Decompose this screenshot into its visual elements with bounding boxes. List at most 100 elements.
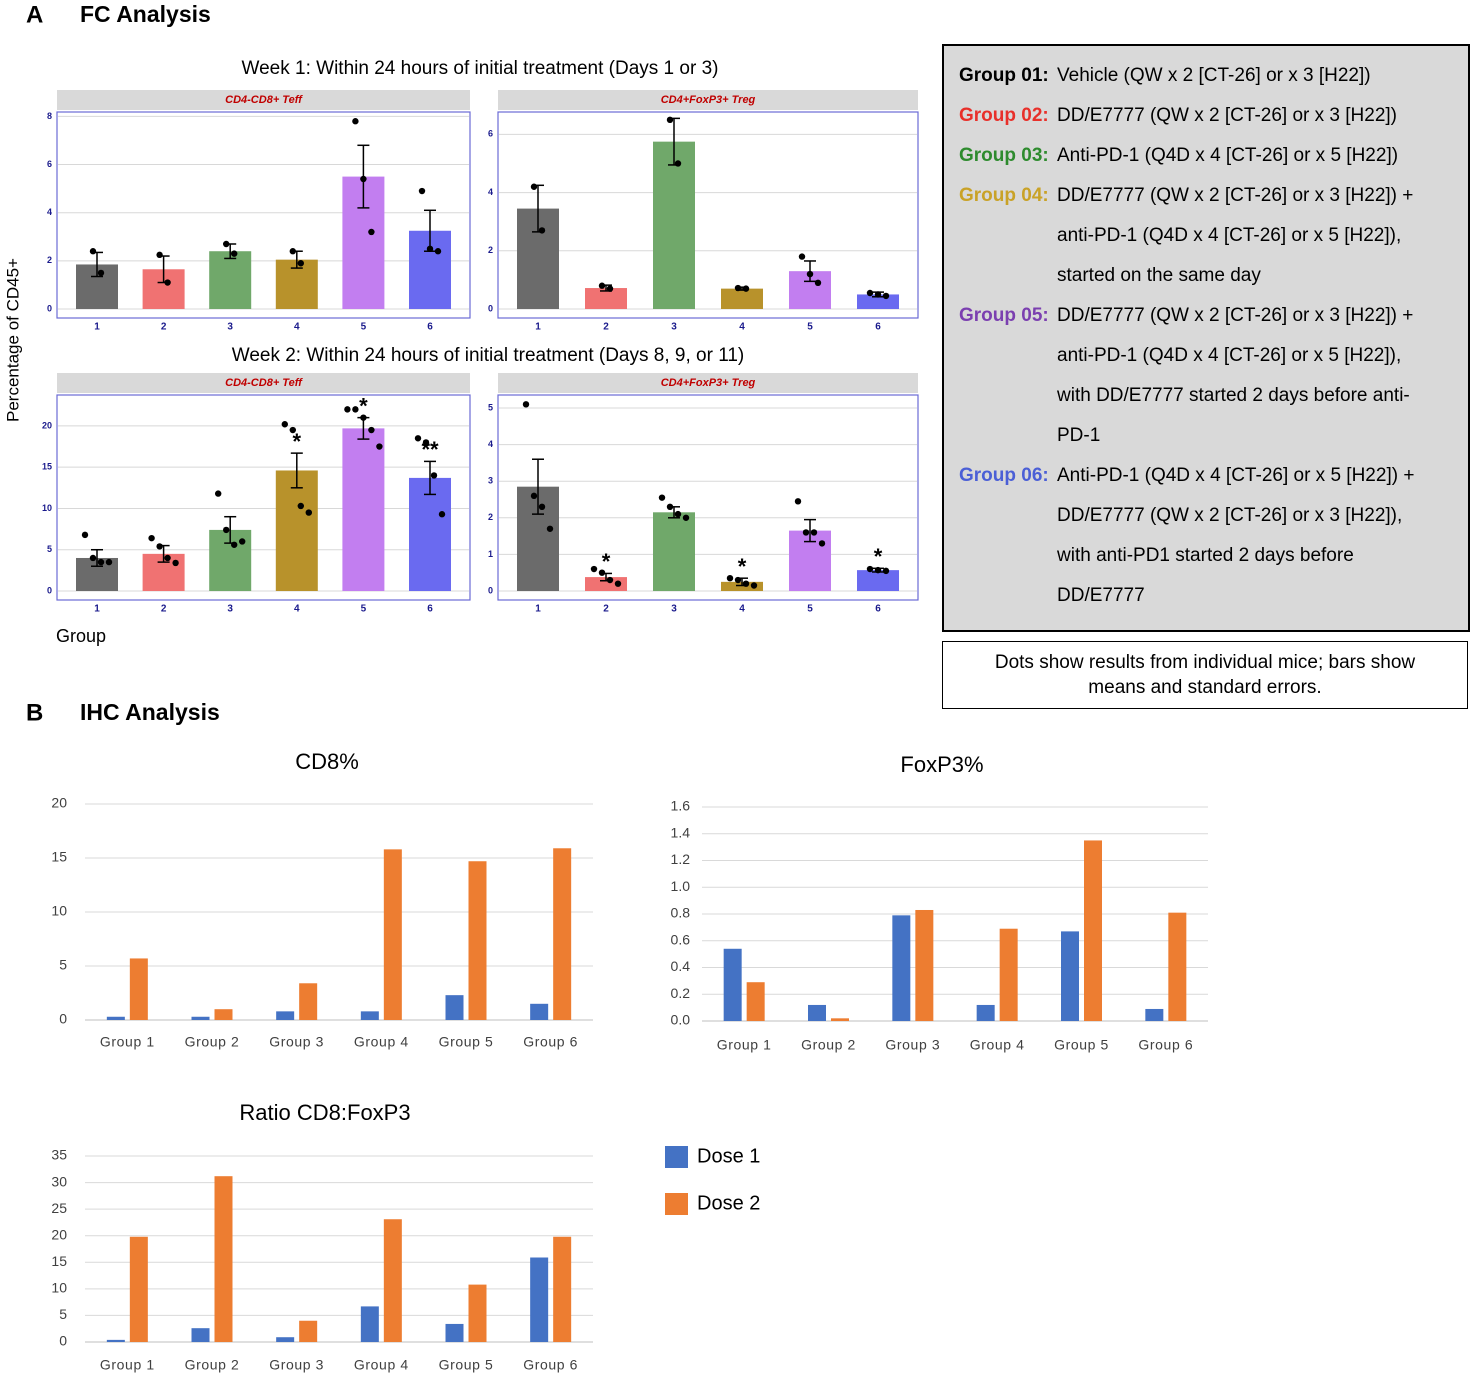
x-tick-label: 1 — [535, 604, 541, 615]
data-point — [606, 576, 614, 584]
group-description: Anti-PD-1 (Q4D x 4 [CT-26] or x 5 [H22])… — [1057, 465, 1415, 486]
panel-letter: B — [26, 699, 43, 726]
x-tick-label: Group 4 — [354, 1357, 409, 1373]
legend-line: Group 04: DD/E7777 (QW x 2 [CT-26] or x 3… — [944, 176, 1468, 216]
legend-swatch — [665, 1193, 688, 1215]
data-point — [289, 426, 296, 434]
data-point — [223, 526, 230, 534]
legend-line: DD/E7777 (QW x 2 [CT-26] or x 3 [H22]), — [944, 496, 1468, 536]
group-description: anti-PD-1 (Q4D x 4 [CT-26] or x 5 [H22])… — [1057, 225, 1402, 246]
strip-title: CD4+FoxP3+ Treg — [661, 377, 756, 389]
group-description: DD/E7777 (QW x 2 [CT-26] or x 3 [H22]), — [1057, 505, 1403, 526]
data-point — [438, 511, 446, 518]
x-tick-label: Group 3 — [885, 1037, 940, 1053]
bar — [209, 251, 252, 309]
data-point — [658, 494, 666, 501]
significance: * — [602, 549, 611, 574]
x-tick-label: 3 — [227, 322, 233, 333]
data-point — [818, 540, 826, 547]
data-point — [97, 269, 105, 277]
significance: ** — [421, 437, 439, 462]
data-point — [538, 503, 546, 511]
bar — [530, 1003, 549, 1020]
bar — [857, 570, 899, 591]
data-point — [866, 565, 874, 573]
y-tick-label: 0.2 — [671, 985, 691, 1001]
legend-line: Group 06: Anti-PD-1 (Q4D x 4 [CT-26] or x… — [944, 456, 1468, 496]
strip — [57, 373, 470, 393]
y-tick-label: 20 — [42, 420, 52, 430]
legend-line: DD/E7777 — [944, 576, 1468, 616]
bar — [275, 470, 318, 591]
y-tick-label: 0.8 — [671, 905, 691, 921]
bar — [1168, 912, 1187, 1021]
group-description: Vehicle (QW x 2 [CT-26] or x 3 [H22]) — [1057, 65, 1371, 86]
y-tick-label: 0 — [488, 585, 493, 595]
bar — [409, 477, 451, 591]
data-point — [148, 534, 155, 542]
bar — [445, 1323, 464, 1342]
x-tick-label: Group 4 — [354, 1034, 409, 1050]
y-tick-label: 30 — [51, 1173, 67, 1189]
y-tick-label: 15 — [51, 1253, 67, 1269]
data-point — [614, 580, 622, 587]
strip — [498, 373, 918, 393]
legend-label: Dose 2 — [697, 1192, 760, 1214]
bar — [530, 1257, 549, 1342]
bar — [383, 849, 402, 1020]
data-point — [530, 492, 538, 500]
data-point — [89, 248, 97, 255]
data-point — [223, 240, 230, 248]
bar — [1061, 931, 1079, 1021]
x-tick-label: Group 1 — [100, 1357, 155, 1373]
legend-line: anti-PD-1 (Q4D x 4 [CT-26] or x 5 [H22])… — [944, 336, 1468, 376]
data-point — [305, 509, 312, 516]
data-point — [810, 529, 818, 536]
x-tick-label: Group 1 — [717, 1037, 772, 1053]
y-tick-label: 25 — [51, 1200, 67, 1216]
x-tick-label: 5 — [807, 604, 813, 615]
y-tick-label: 0 — [59, 1011, 67, 1027]
x-tick-label: 2 — [603, 322, 609, 333]
data-point — [874, 291, 882, 298]
data-point — [546, 525, 554, 532]
x-tick-label: 1 — [94, 604, 100, 615]
data-point — [105, 558, 113, 566]
significance: * — [359, 393, 368, 418]
y-tick-label: 0 — [59, 1333, 67, 1349]
legend-line: Group 03: Anti-PD-1 (Q4D x 4 [CT-26] or x… — [944, 136, 1468, 176]
x-tick-label: 2 — [161, 322, 167, 333]
y-tick-label: 4 — [47, 207, 52, 217]
bar — [106, 1339, 125, 1342]
x-tick-label: 5 — [361, 604, 367, 615]
bar — [214, 1009, 233, 1020]
plot-frame — [497, 394, 919, 601]
bar — [299, 983, 318, 1020]
y-tick-label: 15 — [51, 849, 67, 865]
bar — [976, 1004, 995, 1021]
bar — [383, 1219, 402, 1342]
y-tick-label: 6 — [47, 159, 52, 169]
bar — [1145, 1008, 1164, 1021]
data-point — [794, 498, 802, 505]
bar — [831, 1018, 849, 1021]
data-point — [598, 569, 606, 576]
bar — [191, 1016, 210, 1020]
x-tick-label: 3 — [671, 322, 677, 333]
x-tick-label: Group 6 — [1138, 1037, 1193, 1053]
y-tick-label: 20 — [51, 1226, 67, 1242]
data-point — [89, 554, 97, 562]
data-point — [156, 543, 163, 550]
y-axis-label: Percentage of CD45+ — [3, 258, 22, 422]
data-point — [742, 285, 750, 292]
data-point — [430, 472, 438, 479]
data-point — [666, 116, 674, 124]
data-point — [598, 282, 606, 289]
data-point — [530, 183, 538, 190]
data-point — [352, 406, 359, 413]
bar — [915, 909, 934, 1021]
data-point — [750, 582, 758, 589]
data-point — [798, 253, 806, 260]
data-point — [231, 250, 238, 257]
week-title: Week 1: Within 24 hours of initial treat… — [242, 58, 719, 79]
